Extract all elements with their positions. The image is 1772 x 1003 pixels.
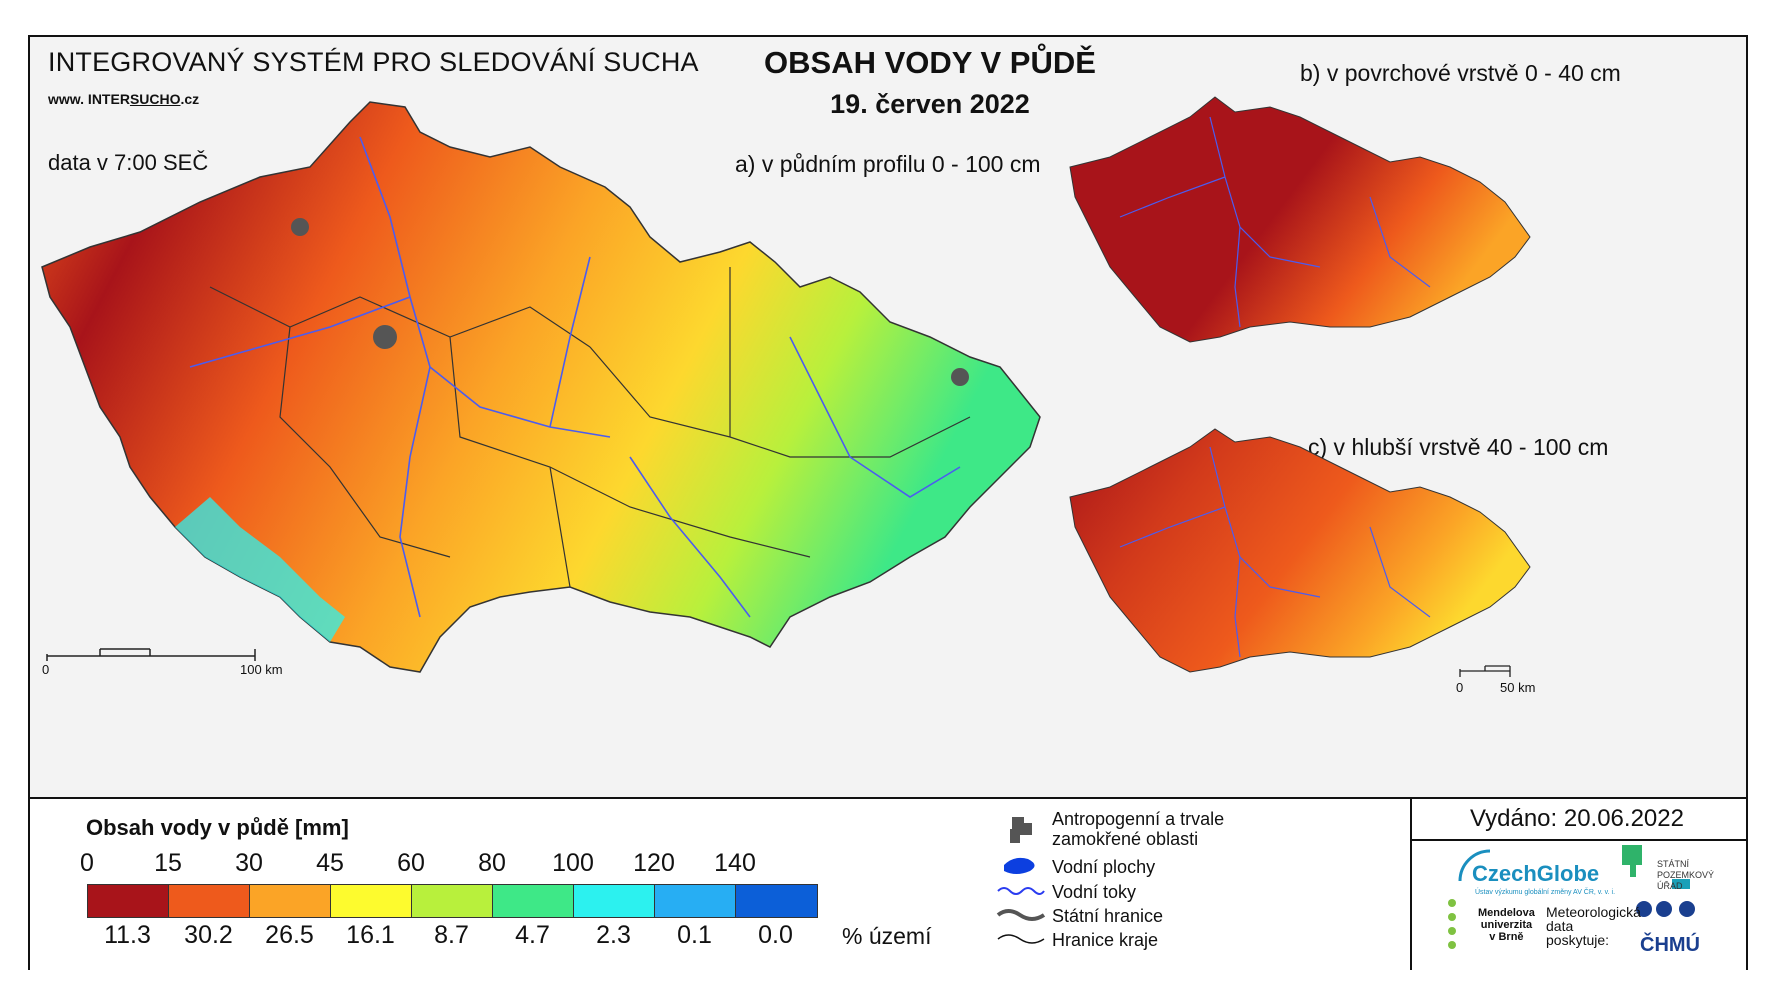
system-title: INTEGROVANÝ SYSTÉM PRO SLEDOVÁNÍ SUCHA — [48, 47, 699, 77]
legend-swatch — [574, 885, 655, 917]
issued-date: Vydáno: 20.06.2022 — [1470, 805, 1684, 832]
legend-rivers: Vodní toky — [1052, 882, 1137, 902]
map-a-anthropogenic-north — [291, 218, 309, 236]
legend-region-border: Hranice kraje — [1052, 930, 1159, 950]
map-a-territory — [41, 101, 1041, 673]
anthropogenic-area-icon — [1010, 817, 1032, 843]
legend-anthropogenic: Antropogenní a trvale zamokřené oblasti — [1052, 809, 1225, 849]
symbol-icons — [996, 817, 1046, 944]
map-a-anthropogenic-prague — [373, 325, 397, 349]
legend-tick-label: 45 — [316, 849, 344, 877]
legend-swatch — [412, 885, 493, 917]
map-frame: INTEGROVANÝ SYSTÉM PRO SLEDOVÁNÍ SUCHA w… — [28, 35, 1748, 970]
legend-percent-value: 16.1 — [346, 921, 395, 949]
legend-percent-unit: % území — [842, 923, 932, 949]
data-time: data v 7:00 SEČ — [48, 150, 209, 175]
map-b-rivers — [1119, 116, 1431, 328]
legend-percent-value: 2.3 — [596, 921, 631, 949]
map-c-rivers — [1119, 446, 1431, 658]
map-area: INTEGROVANÝ SYSTÉM PRO SLEDOVÁNÍ SUCHA w… — [30, 37, 1746, 797]
map-date: 19. červen 2022 — [830, 89, 1030, 119]
map-c — [1069, 428, 1531, 673]
legend-swatch — [655, 885, 736, 917]
legend-tick-label: 15 — [154, 849, 182, 877]
map-a-anthropogenic-ostrava — [951, 368, 969, 386]
map-c-territory — [1069, 428, 1531, 673]
map-b-territory — [1069, 96, 1531, 343]
legend-state-border: Státní hranice — [1052, 906, 1164, 926]
legend-tick-label: 120 — [633, 849, 675, 877]
scale-small-end: 50 km — [1500, 680, 1536, 695]
divider-horizontal — [1410, 839, 1746, 841]
maps-canvas — [41, 96, 1531, 677]
map-c-label: c) v hlubší vrstvě 40 - 100 cm — [1308, 434, 1609, 460]
legend-swatch — [169, 885, 250, 917]
legend-color-scale — [87, 884, 818, 918]
czechglobe-logo-arc — [1458, 849, 1491, 882]
meteo-data-credit: Meteorologická data poskytuje: — [1546, 904, 1641, 948]
water-body-icon — [1004, 857, 1035, 874]
legend-percent-value: 11.3 — [104, 921, 151, 949]
czechglobe-logo-subtitle: Ústav výzkumu globální změny AV ČR, v. v… — [1475, 889, 1616, 896]
legend-tick-label: 80 — [478, 849, 506, 877]
legend-swatch — [88, 885, 169, 917]
legend-percent-value: 30.2 — [184, 921, 233, 949]
scale-bar-small — [1459, 665, 1511, 677]
legend-title: Obsah vody v půdě [mm] — [86, 815, 349, 840]
divider-vertical — [1410, 799, 1412, 970]
map-a-region-borders — [209, 267, 971, 588]
map-a-southwest-wet-zone — [175, 497, 345, 642]
chmu-logo: ČHMÚ — [1640, 934, 1700, 956]
website-link[interactable]: www. INTERSUCHO.cz — [48, 91, 200, 107]
scale-bar-main — [46, 648, 256, 661]
legend-tick-label: 30 — [235, 849, 263, 877]
legend-percent-value: 26.5 — [265, 921, 314, 949]
legend-swatch — [736, 885, 817, 917]
legend-water-bodies: Vodní plochy — [1052, 857, 1156, 877]
czechglobe-logo: CzechGlobe — [1472, 861, 1600, 886]
legend-tick-label: 140 — [714, 849, 756, 877]
map-a-label: a) v půdním profilu 0 - 100 cm — [735, 151, 1041, 177]
scale-main-start: 0 — [42, 662, 50, 677]
legend-swatch — [493, 885, 574, 917]
legend-percent-value: 0.1 — [677, 921, 712, 949]
river-icon — [997, 887, 1045, 895]
page-title: OBSAH VODY V PŮDĚ — [764, 45, 1096, 80]
map-b-label: b) v povrchové vrstvě 0 - 40 cm — [1300, 60, 1621, 86]
legend-percent-value: 0.0 — [758, 921, 793, 949]
mendelu-logo: Mendelova univerzita v Brně — [1478, 907, 1535, 943]
legend-tick-label: 0 — [80, 849, 94, 877]
legend-panel: Obsah vody v půdě [mm] 0 15 30 45 60 80 100 120… — [30, 797, 1746, 970]
legend-tick-label: 100 — [552, 849, 594, 877]
legend-swatch — [250, 885, 331, 917]
legend-tick-label: 60 — [397, 849, 425, 877]
spu-logo: STÁTNÍ POZEMKOVÝ ÚŘAD — [1657, 859, 1715, 891]
logos-canvas — [1448, 845, 1695, 949]
map-a-rivers — [189, 136, 961, 618]
map-b — [1069, 96, 1531, 343]
chmu-logo-mark — [1636, 901, 1652, 917]
legend-swatch — [331, 885, 412, 917]
map-a — [41, 101, 1041, 673]
legend-percent-value: 4.7 — [515, 921, 550, 949]
mendelu-logo-dot — [1448, 899, 1456, 907]
spu-logo-mark — [1622, 845, 1642, 865]
scale-main-end: 100 km — [240, 662, 283, 677]
state-border-icon — [996, 909, 1046, 921]
scale-small-start: 0 — [1456, 680, 1464, 695]
legend-percent-value: 8.7 — [434, 921, 469, 949]
region-border-icon — [997, 934, 1045, 944]
